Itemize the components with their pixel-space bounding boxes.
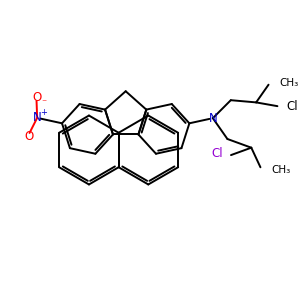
Text: ⁻: ⁻ (42, 98, 47, 108)
Text: CH₃: CH₃ (279, 78, 298, 88)
Text: N: N (208, 112, 217, 125)
Text: Cl: Cl (286, 100, 298, 113)
Text: O: O (24, 130, 33, 143)
Text: CH₃: CH₃ (271, 165, 290, 175)
Text: N: N (33, 111, 41, 124)
Text: Cl: Cl (211, 147, 223, 160)
Text: O: O (33, 91, 42, 104)
Text: +: + (40, 108, 47, 117)
